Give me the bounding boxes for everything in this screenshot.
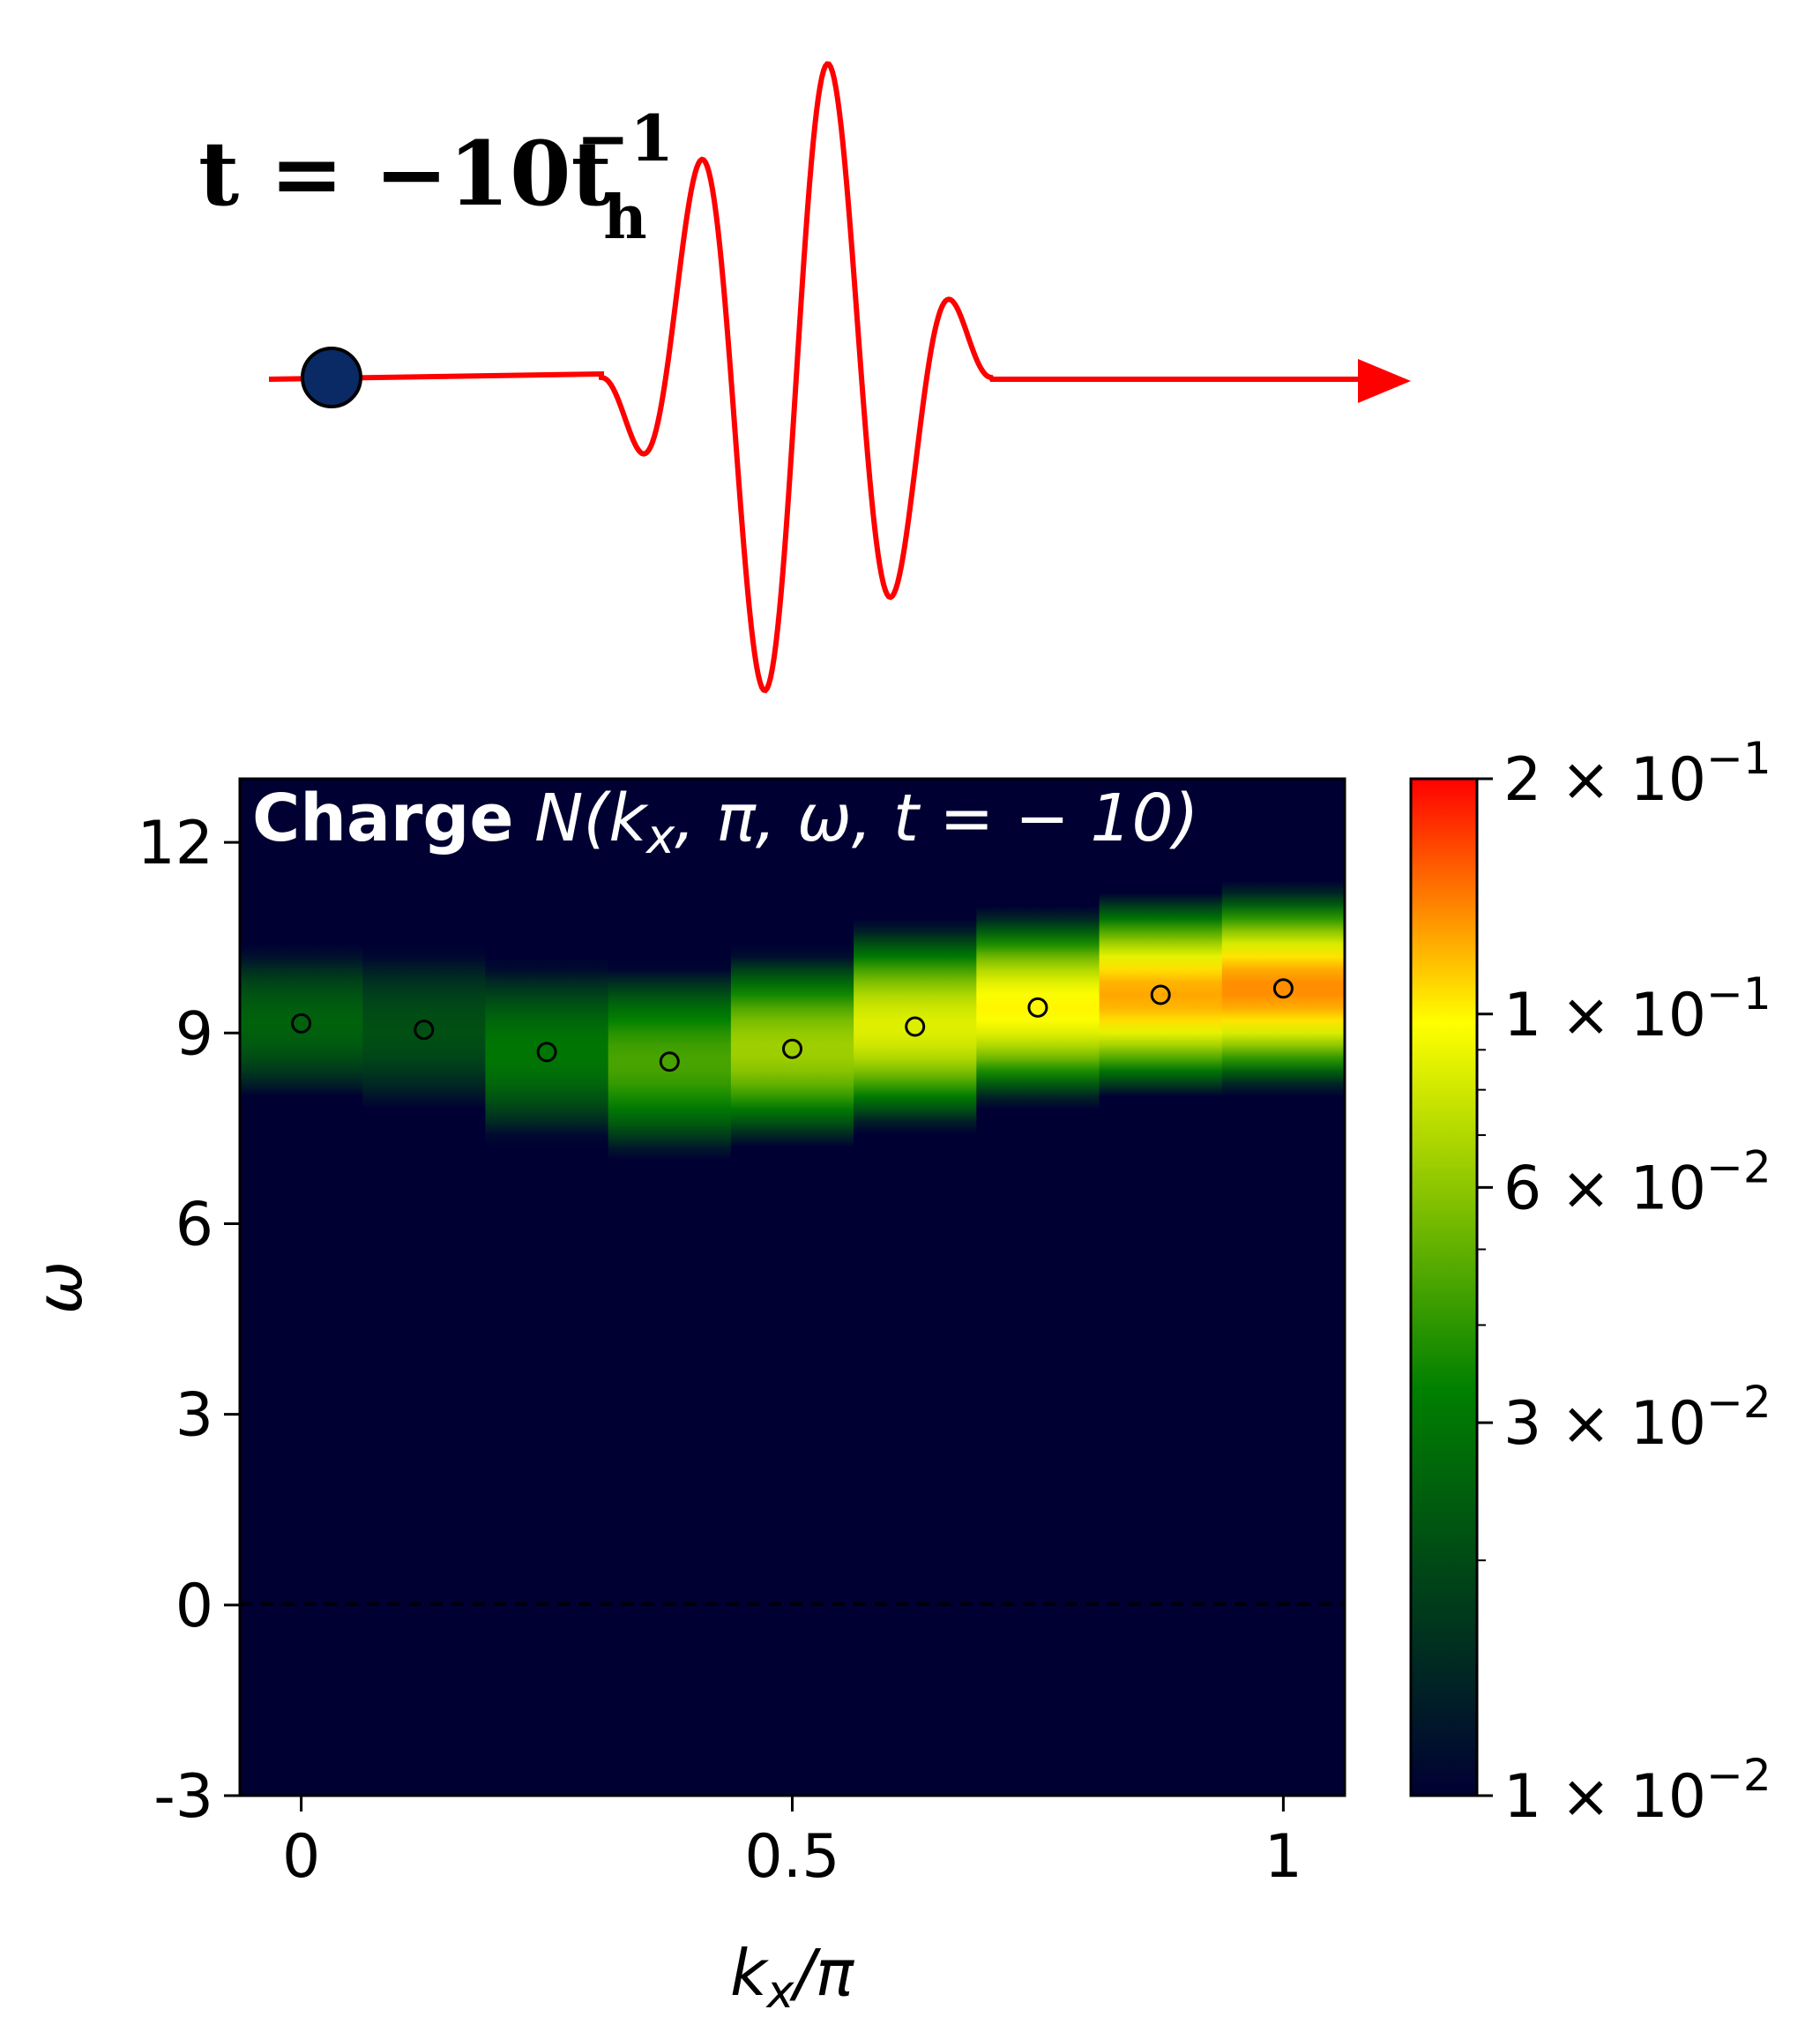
particle-dot (301, 347, 362, 408)
peak-marker (659, 1051, 680, 1072)
time-label: t = −10t−1 h (198, 101, 674, 253)
pulse-arrowhead (1358, 359, 1411, 403)
y-tick-label: 9 (175, 999, 213, 1069)
y-axis-label: ω (22, 1261, 96, 1314)
x-tick-label: 0.5 (744, 1822, 839, 1892)
peak-marker (1027, 997, 1048, 1018)
y-axis: -3 0 3 6 9 12 (137, 809, 240, 1832)
x-tick-label: 0 (282, 1822, 320, 1892)
colorbar-gradient (1409, 777, 1479, 1797)
colorbar: 2 × 10−1 1 × 10−1 6 × 10−2 3 × 10−2 1 × 10−2 (1409, 733, 1772, 1832)
pulse-illustration: t = −10t−1 h (198, 61, 1411, 694)
heatmap-column (608, 779, 732, 1796)
heatmap-column (240, 779, 363, 1796)
colorbar-tick-label: 2 × 10−1 (1503, 733, 1772, 815)
y-tick-label: 6 (175, 1190, 213, 1259)
heatmap-columns (240, 779, 1345, 1796)
x-tick-label: 1 (1264, 1822, 1302, 1892)
heatmap-column (854, 779, 977, 1796)
y-tick-label: -3 (153, 1762, 213, 1832)
peak-marker (536, 1042, 557, 1063)
peak-marker (905, 1016, 926, 1037)
y-tick-label: 3 (175, 1381, 213, 1451)
y-tick-label: 0 (175, 1572, 213, 1641)
colorbar-ticks: 2 × 10−1 1 × 10−1 6 × 10−2 3 × 10−2 1 × 10−2 (1477, 733, 1772, 1832)
colorbar-tick-label: 3 × 10−2 (1503, 1377, 1772, 1459)
x-axis: 0 0.5 1 (282, 1796, 1302, 1892)
peak-marker (291, 1012, 312, 1034)
heatmap-column (1221, 779, 1345, 1796)
heatmap-column (730, 779, 854, 1796)
colorbar-tick-label: 1 × 10−1 (1503, 968, 1772, 1050)
peak-marker (1272, 978, 1294, 999)
peak-markers (291, 978, 1294, 1072)
heatmap-column (1099, 779, 1223, 1796)
heatmap-column (362, 779, 486, 1796)
x-axis-label: kx/π (730, 1936, 855, 2017)
time-label-sub: h (603, 183, 646, 253)
heatmap-column (976, 779, 1100, 1796)
time-label-sup: −1 (577, 101, 674, 176)
colorbar-tick-label: 1 × 10−2 (1503, 1750, 1772, 1832)
colorbar-tick-label: 6 × 10−2 (1503, 1141, 1772, 1223)
panel-title: Charge N(kx, π, ω, t = − 10) (252, 781, 1198, 864)
peak-marker (782, 1038, 802, 1059)
y-tick-label: 12 (137, 809, 213, 878)
pulse-wave (268, 61, 1362, 694)
peak-marker (1150, 984, 1171, 1005)
peak-marker (414, 1020, 435, 1041)
heatmap-column (485, 779, 609, 1796)
